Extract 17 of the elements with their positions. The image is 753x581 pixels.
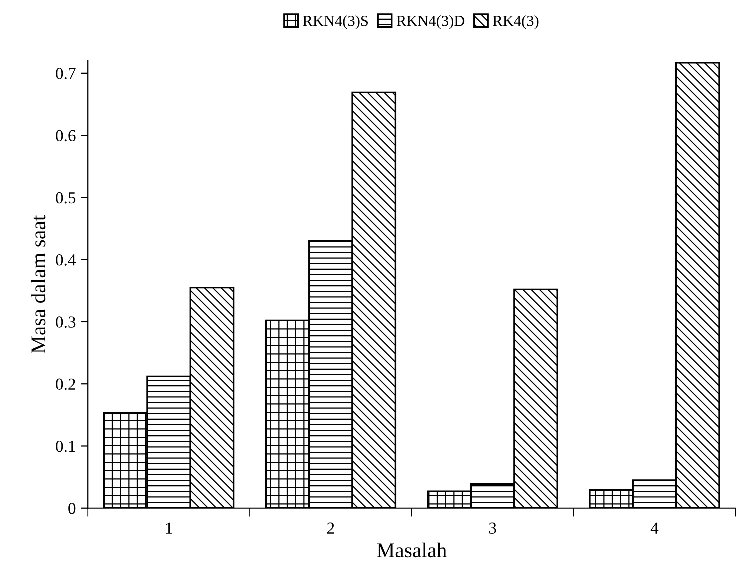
y-tick-label: 0 xyxy=(68,503,76,514)
y-tick-label: 0.5 xyxy=(56,192,76,204)
y-tick-label: 0.4 xyxy=(56,254,76,266)
x-axis-title: Masalah xyxy=(377,542,447,558)
y-tick-label: 0.3 xyxy=(56,316,76,328)
legend-label: RKN4(3)S xyxy=(303,16,368,30)
legend-label: RK4(3) xyxy=(493,16,539,30)
legend-label: RKN4(3)D xyxy=(396,16,465,30)
y-tick-label: 0.7 xyxy=(56,68,76,80)
y-tick-label: 0.1 xyxy=(56,440,76,452)
x-tick-label: 2 xyxy=(328,522,334,534)
x-tick-label: 4 xyxy=(650,522,659,534)
y-axis-title: Masa dalam saat xyxy=(31,215,46,354)
x-tick-label: 3 xyxy=(489,522,496,534)
x-tick-label: 1 xyxy=(166,522,172,534)
y-tick-label: 0.2 xyxy=(56,378,76,390)
y-tick-label: 0.6 xyxy=(56,130,76,142)
